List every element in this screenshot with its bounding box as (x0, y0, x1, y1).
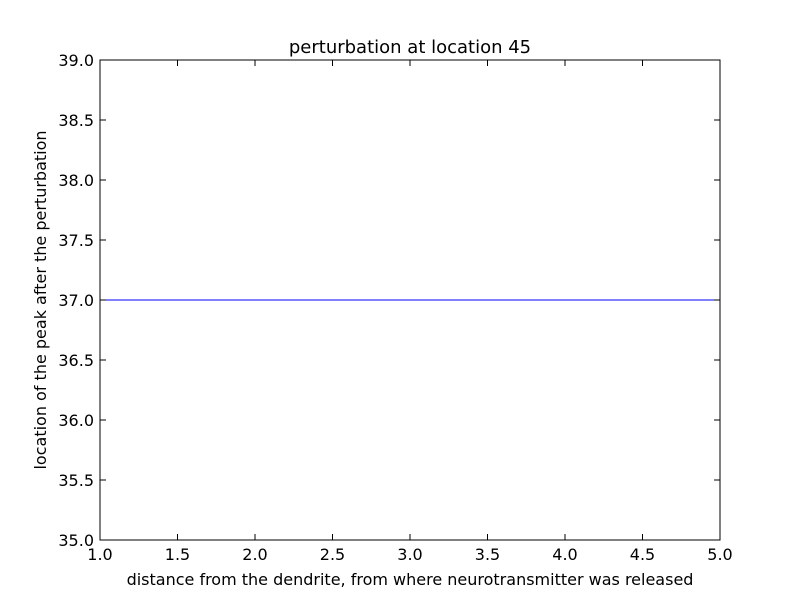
x-tick-label-2: 2.0 (242, 545, 267, 564)
y-tick-label-7: 38.5 (58, 111, 94, 130)
plot-area (99, 59, 721, 541)
y-tick-label-1: 35.5 (58, 471, 94, 490)
x-tick-label-3: 2.5 (320, 545, 345, 564)
y-tick-label-5: 37.5 (58, 231, 94, 250)
y-tick-label-0: 35.0 (58, 531, 94, 550)
y-tick-label-8: 39.0 (58, 51, 94, 70)
x-axis-ticks: 1.0 1.5 2.0 2.5 3.0 3.5 4.0 4.5 5.0 (87, 60, 733, 564)
x-tick-label-1: 1.5 (165, 545, 190, 564)
y-tick-label-6: 38.0 (58, 171, 94, 190)
x-tick-label-7: 4.5 (630, 545, 655, 564)
y-tick-label-3: 36.5 (58, 351, 94, 370)
y-tick-label-4: 37.0 (58, 291, 94, 310)
x-tick-label-8: 5.0 (707, 545, 732, 564)
x-tick-label-5: 3.5 (475, 545, 500, 564)
x-tick-label-0: 1.0 (87, 545, 112, 564)
x-axis-label: distance from the dendrite, from where n… (127, 570, 694, 589)
y-tick-label-2: 36.0 (58, 411, 94, 430)
y-axis-ticks: 35.0 35.5 36.0 36.5 37.0 37.5 38.0 38.5 39.0 (58, 51, 720, 550)
chart-title: perturbation at location 45 (289, 37, 531, 58)
x-tick-label-4: 3.0 (397, 545, 422, 564)
x-tick-label-6: 4.0 (552, 545, 577, 564)
y-axis-label: location of the peak after the perturbat… (31, 130, 50, 469)
